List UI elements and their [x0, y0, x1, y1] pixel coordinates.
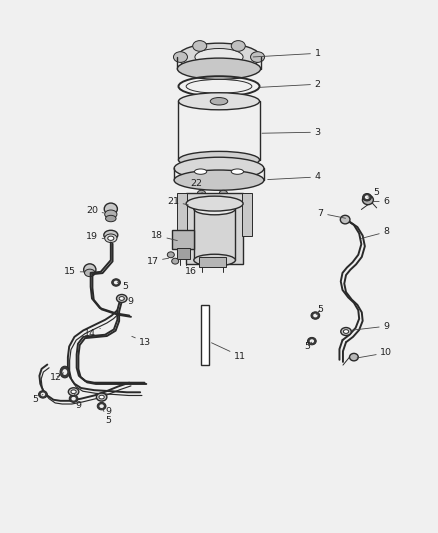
- Text: 2: 2: [260, 80, 321, 88]
- Text: 7: 7: [318, 209, 346, 218]
- Text: 9: 9: [351, 322, 389, 330]
- Ellipse shape: [99, 395, 104, 399]
- Ellipse shape: [108, 236, 114, 240]
- Ellipse shape: [68, 388, 79, 395]
- Text: 5: 5: [32, 394, 43, 404]
- Ellipse shape: [231, 41, 245, 51]
- Text: 22: 22: [190, 180, 202, 193]
- Text: 18: 18: [151, 231, 177, 240]
- Ellipse shape: [231, 63, 245, 74]
- Text: 9: 9: [123, 297, 134, 305]
- Ellipse shape: [117, 294, 127, 303]
- Ellipse shape: [310, 340, 314, 343]
- Ellipse shape: [341, 327, 351, 336]
- Ellipse shape: [104, 230, 118, 240]
- Text: 9: 9: [102, 401, 112, 416]
- Ellipse shape: [174, 170, 264, 190]
- Ellipse shape: [69, 395, 78, 402]
- Ellipse shape: [62, 369, 67, 375]
- Ellipse shape: [97, 402, 106, 410]
- Ellipse shape: [84, 264, 96, 276]
- Ellipse shape: [231, 169, 244, 174]
- Ellipse shape: [194, 169, 207, 174]
- Ellipse shape: [60, 366, 70, 378]
- Ellipse shape: [173, 52, 187, 62]
- Text: 16: 16: [184, 263, 199, 276]
- Text: 5: 5: [368, 189, 379, 197]
- Ellipse shape: [39, 391, 47, 398]
- Ellipse shape: [71, 390, 76, 393]
- Ellipse shape: [172, 259, 179, 264]
- Ellipse shape: [210, 98, 228, 105]
- Text: 15: 15: [64, 268, 84, 276]
- Ellipse shape: [340, 215, 350, 224]
- Ellipse shape: [198, 190, 205, 196]
- Text: 14: 14: [84, 328, 100, 337]
- Bar: [177, 248, 190, 259]
- Ellipse shape: [179, 151, 259, 168]
- Text: 5: 5: [316, 305, 324, 314]
- Ellipse shape: [186, 196, 243, 211]
- Ellipse shape: [167, 252, 174, 258]
- Bar: [172, 230, 194, 249]
- Ellipse shape: [106, 215, 116, 222]
- Ellipse shape: [105, 210, 117, 219]
- Text: 9: 9: [74, 393, 82, 409]
- Ellipse shape: [99, 404, 104, 408]
- Ellipse shape: [119, 296, 124, 301]
- Text: 10: 10: [357, 349, 392, 358]
- Ellipse shape: [365, 195, 369, 199]
- Ellipse shape: [195, 49, 243, 66]
- Ellipse shape: [177, 43, 261, 71]
- Text: 8: 8: [361, 228, 389, 238]
- Text: 4: 4: [268, 173, 321, 181]
- Bar: [242, 193, 252, 236]
- Ellipse shape: [174, 157, 264, 180]
- Ellipse shape: [114, 280, 118, 285]
- Text: 1: 1: [253, 49, 321, 58]
- Ellipse shape: [194, 203, 236, 215]
- Bar: [177, 193, 187, 236]
- Ellipse shape: [311, 312, 320, 319]
- Ellipse shape: [179, 93, 259, 110]
- Ellipse shape: [186, 79, 252, 93]
- Ellipse shape: [104, 203, 117, 215]
- Ellipse shape: [193, 63, 207, 74]
- Ellipse shape: [363, 193, 371, 201]
- Ellipse shape: [41, 392, 45, 397]
- Text: 12: 12: [50, 373, 64, 382]
- Ellipse shape: [177, 58, 261, 79]
- Bar: [199, 257, 226, 266]
- Ellipse shape: [96, 393, 107, 401]
- Ellipse shape: [350, 353, 358, 361]
- Ellipse shape: [219, 190, 227, 196]
- Text: 11: 11: [212, 343, 246, 360]
- Ellipse shape: [85, 269, 95, 277]
- Ellipse shape: [194, 254, 236, 266]
- Text: 17: 17: [146, 257, 169, 265]
- Bar: [186, 193, 243, 264]
- Text: 6: 6: [373, 197, 389, 206]
- Text: 3: 3: [262, 128, 321, 136]
- Ellipse shape: [71, 397, 76, 401]
- Text: 5: 5: [304, 342, 312, 351]
- Bar: [201, 305, 209, 365]
- Ellipse shape: [313, 313, 318, 317]
- Text: 5: 5: [102, 408, 112, 424]
- Text: 13: 13: [132, 336, 152, 346]
- Ellipse shape: [343, 329, 349, 334]
- Text: 20: 20: [86, 206, 104, 215]
- Ellipse shape: [112, 279, 120, 286]
- Ellipse shape: [307, 337, 316, 345]
- Text: 19: 19: [86, 232, 104, 241]
- Text: 21: 21: [167, 197, 188, 206]
- Text: 5: 5: [117, 282, 128, 291]
- Ellipse shape: [193, 41, 207, 51]
- Ellipse shape: [251, 52, 265, 62]
- Ellipse shape: [105, 234, 117, 243]
- Ellipse shape: [362, 195, 373, 205]
